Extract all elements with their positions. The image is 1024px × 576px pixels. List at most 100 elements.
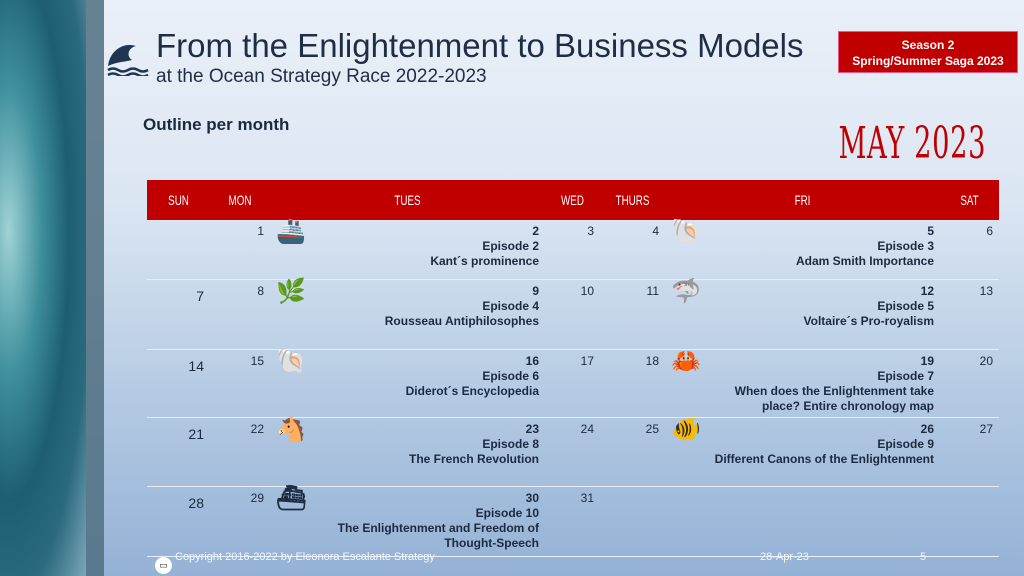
day-cell-sun: 21 [147, 418, 210, 486]
episode-day: 5 [927, 224, 934, 238]
episode-cell[interactable]: 🐠 26 Episode 9 Different Canons of the Enli… [665, 418, 940, 486]
episode-day: 12 [920, 284, 934, 298]
episode-day: 26 [920, 422, 934, 436]
wave-logo-icon [107, 44, 149, 76]
calendar-week: 28 29 ⛴ 30 Episode 10 The Enlightenment and F… [147, 487, 999, 557]
day-cell-wed: 17 [545, 350, 600, 418]
day-cell-wed: 3 [545, 220, 600, 279]
day-number: 11 [646, 284, 659, 298]
day-number: 1 [257, 224, 264, 238]
episode-title: Different Canons of the Enlightenment [714, 452, 934, 466]
page-subtitle: at the Ocean Strategy Race 2022-2023 [156, 66, 487, 87]
calendar-week: 1 🚢 2 Episode 2 Kant´s prominence 3 4 🐚 5 Episode… [147, 220, 999, 280]
day-cell-thu: 11 [600, 280, 665, 349]
day-cell-thu [600, 487, 665, 556]
clownfish-icon: 🐠 [671, 416, 701, 443]
episode-day: 19 [920, 354, 934, 368]
day-cell-wed: 24 [545, 418, 600, 486]
day-cell-mon: 15 [210, 350, 270, 418]
day-cell-wed: 31 [545, 487, 600, 556]
day-cell-mon: 8 [210, 280, 270, 349]
day-cell-sat [940, 487, 999, 556]
day-number: 24 [580, 422, 594, 436]
episode-cell[interactable]: 🦈 12 Episode 5 Voltaire´s Pro-royalism [665, 280, 940, 349]
episode-day: 2 [532, 224, 539, 238]
day-number: 17 [580, 354, 594, 368]
day-cell-sat: 27 [940, 418, 999, 486]
day-number: 3 [587, 224, 594, 238]
episode-number: Episode 8 [482, 437, 539, 451]
footer-date: 28-Apr-23 [760, 551, 809, 563]
day-fri: FRI [794, 192, 811, 208]
episode-day: 16 [525, 354, 539, 368]
page-number: 5 [920, 551, 927, 563]
day-cell-mon: 22 [210, 418, 270, 486]
episode-title: Diderot´s Encyclopedia [405, 384, 539, 398]
day-number: 27 [979, 422, 993, 436]
day-number: 25 [645, 422, 659, 436]
day-number: 8 [257, 284, 264, 298]
day-cell-sat: 13 [940, 280, 999, 349]
episode-cell[interactable]: 🦀 19 Episode 7 When does the Enlightenment … [665, 350, 940, 418]
day-cell-thu: 18 [600, 350, 665, 418]
episode-number: Episode 3 [877, 239, 934, 253]
seahorse-icon: 🐴 [276, 416, 306, 443]
day-cell-mon: 29 [210, 487, 270, 556]
day-cell-thu: 4 [600, 220, 665, 279]
episode-cell[interactable]: 🐚 16 Episode 6 Diderot´s Encyclopedia [270, 350, 545, 418]
episode-title: The Enlightenment and Freedom of Thought… [337, 521, 539, 550]
day-thu: THURS [615, 192, 650, 208]
episode-cell[interactable]: 🚢 2 Episode 2 Kant´s prominence [270, 220, 545, 279]
calendar-week: 14 15 🐚 16 Episode 6 Diderot´s Encyclopedia 17… [147, 350, 999, 418]
ship-icon: 🚢 [276, 218, 306, 245]
day-number: 13 [979, 284, 993, 298]
day-cell-sun: 14 [147, 350, 210, 418]
day-number: 18 [645, 354, 659, 368]
boat-icon: ⛴ [276, 485, 307, 512]
episode-day: 30 [525, 491, 539, 505]
episode-cell[interactable]: ⛴ 30 Episode 10 The Enlightenment and Freed… [270, 487, 545, 556]
shark-icon: 🦈 [671, 278, 701, 305]
day-cell-mon: 1 [210, 220, 270, 279]
episode-title: When does the Enlightenment take place? … [734, 384, 934, 413]
day-number: 31 [580, 491, 594, 505]
season-badge: Season 2 Spring/Summer Saga 2023 [838, 31, 1018, 73]
day-tue: TUES [394, 192, 421, 208]
page-title: From the Enlightenment to Business Model… [156, 27, 804, 64]
scallop-icon: 🐚 [276, 348, 306, 375]
day-number: 14 [188, 358, 204, 374]
episode-cell[interactable]: 🐴 23 Episode 8 The French Revolution [270, 418, 545, 486]
episode-title: Adam Smith Importance [795, 254, 934, 268]
day-cell-sat: 6 [940, 220, 999, 279]
episode-number: Episode 2 [482, 239, 539, 253]
day-number: 15 [250, 354, 264, 368]
section-title: Outline per month [143, 115, 290, 134]
day-cell-sun: 28 [147, 487, 210, 556]
episode-cell[interactable]: 🐚 5 Episode 3 Adam Smith Importance [665, 220, 940, 279]
seaweed-icon: 🌿 [276, 278, 306, 305]
episode-title: Rousseau Antiphilosophes [384, 314, 539, 328]
camera-icon[interactable]: ▭ [155, 557, 172, 574]
day-wed: WED [561, 192, 584, 208]
day-cell-wed: 10 [545, 280, 600, 349]
side-bar [86, 0, 104, 576]
day-sat: SAT [960, 192, 979, 208]
calendar-week: 21 22 🐴 23 Episode 8 The French Revolution 24 2… [147, 418, 999, 487]
episode-number: Episode 5 [877, 299, 934, 313]
episode-cell[interactable]: 🌿 9 Episode 4 Rousseau Antiphilosophes [270, 280, 545, 349]
day-number: 10 [580, 284, 594, 298]
episode-day: 23 [525, 422, 539, 436]
empty-cell [665, 487, 940, 556]
day-cell-sat: 20 [940, 350, 999, 418]
calendar-week: 7 8 🌿 9 Episode 4 Rousseau Antiphilosophes 10 1… [147, 280, 999, 350]
day-sun: SUN [168, 192, 189, 208]
day-number: 6 [986, 224, 993, 238]
day-number: 29 [250, 491, 264, 505]
day-number: 4 [652, 224, 659, 238]
day-cell-sun [147, 220, 210, 279]
episode-number: Episode 7 [877, 369, 934, 383]
shell-icon: 🐚 [671, 218, 701, 245]
day-number: 28 [188, 495, 204, 511]
day-number: 21 [188, 426, 204, 442]
episode-day: 9 [532, 284, 539, 298]
